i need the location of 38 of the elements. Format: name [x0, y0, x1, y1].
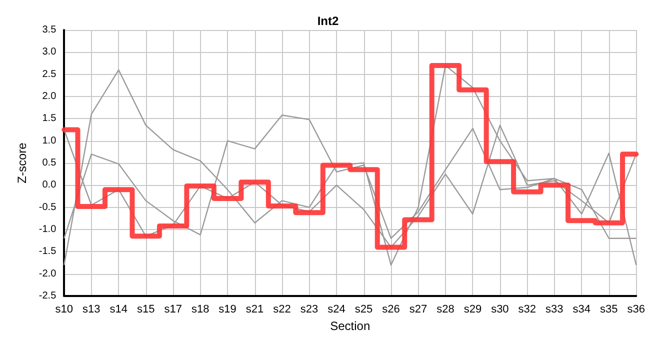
x-tick-label: s30 — [491, 304, 509, 316]
y-tick-label: -0.5 — [38, 202, 57, 213]
y-tick-label: 2.5 — [42, 68, 57, 80]
x-tick-label: s33 — [546, 304, 564, 316]
x-tick-label: s25 — [354, 304, 373, 316]
y-tick-label: 3.0 — [42, 46, 57, 58]
x-tick-label: s10 — [55, 304, 74, 316]
x-tick-label: s34 — [572, 304, 591, 316]
y-tick-label: 0.5 — [42, 158, 57, 168]
y-tick-label: 0.0 — [42, 180, 57, 191]
y-axis-title: Z-score — [15, 142, 29, 184]
x-tick-label: s29 — [464, 304, 482, 316]
x-tick-label: s19 — [218, 304, 236, 316]
x-tick-label: s18 — [191, 304, 210, 316]
x-tick-label: s35 — [600, 304, 618, 316]
x-tick-label: s22 — [273, 304, 291, 316]
x-tick-label: s23 — [300, 304, 318, 316]
x-tick-label: s32 — [518, 304, 536, 316]
x-tick-label: s13 — [82, 304, 100, 316]
x-tick-label: s27 — [409, 304, 428, 316]
y-tick-label: -1.0 — [38, 224, 57, 235]
x-tick-label: s28 — [436, 304, 454, 316]
x-tick-label: s21 — [246, 304, 264, 316]
x-tick-label: s36 — [627, 304, 646, 316]
x-tick-label: s17 — [164, 304, 182, 316]
x-tick-label: s26 — [382, 304, 400, 316]
y-tick-label: -2.0 — [38, 268, 57, 280]
y-tick-label: 1.5 — [42, 113, 57, 124]
y-tick-label: 1.0 — [42, 135, 57, 146]
y-tick-label: -1.5 — [38, 246, 57, 258]
y-tick-label: 3.5 — [42, 24, 57, 36]
x-axis-title: Section — [330, 318, 370, 333]
chart-title: Int2 — [317, 14, 339, 28]
x-tick-label: s24 — [328, 304, 346, 316]
x-tick-label: s14 — [110, 304, 128, 316]
y-tick-label: 2.0 — [42, 91, 57, 102]
x-tick-label: s15 — [136, 304, 155, 316]
y-tick-label: -2.5 — [38, 290, 57, 302]
